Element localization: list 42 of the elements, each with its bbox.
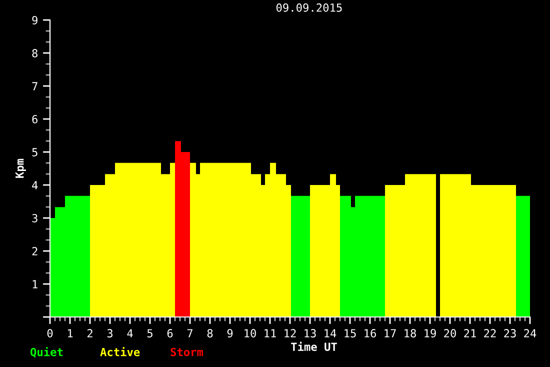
y-tick-label: 8 [32,49,38,58]
y-tick-label: 1 [32,280,38,288]
x-tick-label: 23 [504,329,516,338]
x-tick-label: 20 [444,329,456,338]
bar [516,196,530,317]
x-tick-label: 19 [424,329,436,338]
y-axis-title: Kpm [16,158,26,178]
x-tick-label: 10 [244,329,256,338]
x-tick-label: 16 [364,329,376,338]
bar [340,196,351,317]
x-tick-label: 7 [187,329,193,338]
x-tick-label: 5 [147,329,152,338]
y-tick-label: 2 [32,247,38,256]
x-axis-title: Time UT [291,342,337,351]
x-tick-label: 2 [87,329,92,338]
x-tick-label: 24 [524,329,536,338]
x-tick-label: 14 [324,329,336,338]
x-tick-label: 17 [384,329,396,338]
x-tick-label: 3 [107,329,113,338]
x-tick-label: 15 [344,329,356,338]
x-tick-label: 9 [227,329,233,338]
y-tick-label: 5 [32,148,38,156]
y-tick-label: 6 [32,115,38,124]
x-tick-label: 12 [284,329,296,338]
x-tick-label: 11 [264,329,276,338]
text: Storm [170,348,204,356]
x-tick-label: 22 [484,329,496,338]
x-tick-label: 8 [207,329,213,338]
x-tick-label: 4 [127,329,133,338]
x-tick-label: 6 [167,329,173,338]
y-tick-label: 3 [32,214,38,222]
x-tick-label: 1 [68,329,73,338]
x-tick-label: 13 [304,329,316,338]
y-tick-label: 7 [32,82,38,90]
x-tick-label: 21 [464,329,476,338]
text: Active [100,347,140,356]
text: Quiet [30,347,63,358]
chart-title: 09.09.2015 [276,3,342,12]
y-tick-label: 4 [32,181,38,190]
y-tick-label: 9 [32,16,38,24]
x-tick-label: 0 [47,329,53,338]
x-tick-label: 18 [404,329,416,338]
